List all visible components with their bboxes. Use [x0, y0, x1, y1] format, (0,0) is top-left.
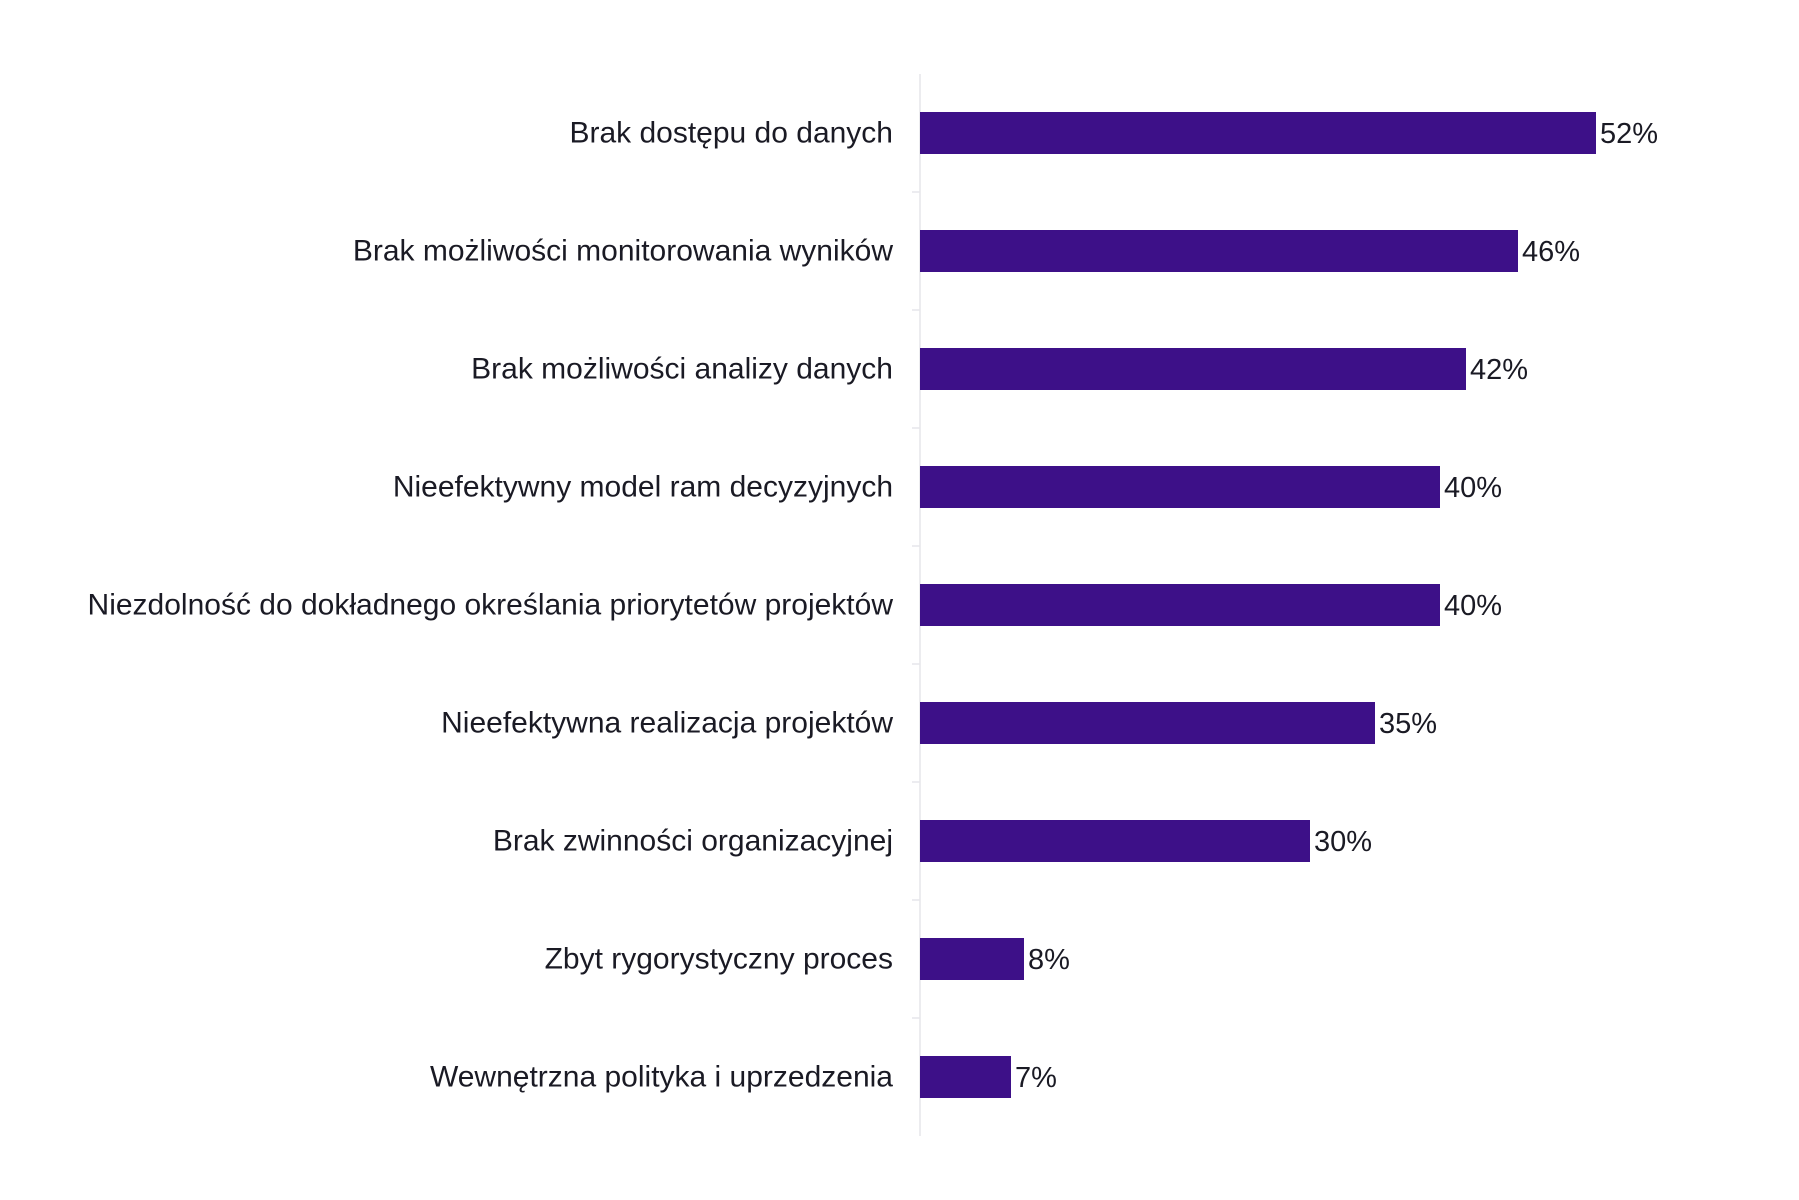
bar	[920, 1056, 1011, 1098]
bar	[920, 348, 1466, 390]
category-label: Brak dostępu do danych	[569, 117, 893, 150]
bars	[920, 112, 1596, 1098]
value-label: 52%	[1600, 118, 1658, 150]
value-label: 46%	[1522, 236, 1580, 268]
category-label: Brak możliwości monitorowania wyników	[353, 235, 894, 268]
category-label: Wewnętrzna polityka i uprzedzenia	[430, 1061, 893, 1094]
value-label: 30%	[1314, 826, 1372, 858]
value-label: 40%	[1444, 472, 1502, 504]
category-labels: Brak dostępu do danych Brak możliwości mo…	[88, 117, 894, 1094]
value-label: 7%	[1015, 1062, 1057, 1094]
value-labels: 52% 46% 42% 40% 40% 35% 30% 8% 7%	[1015, 118, 1658, 1094]
value-label: 40%	[1444, 590, 1502, 622]
bar	[920, 938, 1024, 980]
category-label: Brak zwinności organizacyjnej	[493, 825, 893, 858]
bar	[920, 112, 1596, 154]
bar	[920, 702, 1375, 744]
category-label: Nieefektywna realizacja projektów	[441, 707, 893, 740]
bar	[920, 584, 1440, 626]
category-label: Brak możliwości analizy danych	[471, 353, 893, 386]
bar	[920, 820, 1310, 862]
value-label: 42%	[1470, 354, 1528, 386]
category-axis-ticks	[912, 191, 920, 1019]
value-label: 35%	[1379, 708, 1437, 740]
bar	[920, 230, 1518, 272]
value-label: 8%	[1028, 944, 1070, 976]
category-label: Niezdolność do dokładnego określania pri…	[88, 589, 894, 622]
category-label: Zbyt rygorystyczny proces	[545, 943, 893, 976]
category-label: Nieefektywny model ram decyzyjnych	[393, 471, 893, 504]
bar	[920, 466, 1440, 508]
